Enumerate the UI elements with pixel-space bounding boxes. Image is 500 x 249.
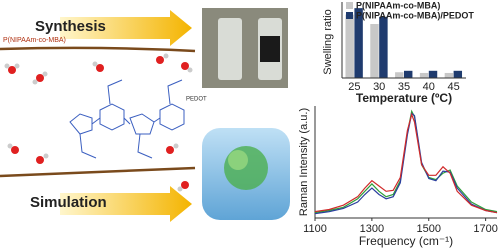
bar — [419, 72, 429, 78]
y-axis-label: Swelling ratio — [322, 9, 334, 74]
simulated-molecule — [224, 146, 268, 190]
arrow — [60, 186, 192, 222]
polymer-chain — [0, 46, 196, 53]
bar — [379, 16, 388, 78]
spectrum-line — [314, 112, 498, 214]
bar — [354, 8, 363, 78]
vial — [218, 18, 242, 80]
bar — [370, 24, 379, 78]
bar — [345, 14, 354, 79]
y-axis-label: Raman Intensity (a.u.) — [298, 108, 310, 216]
x-tick-label: 45 — [447, 81, 459, 93]
arrow — [60, 10, 192, 46]
spectrum-line — [314, 109, 498, 214]
legend-entry: P(NIPAAm-co-MBA)/PEDOT — [356, 10, 474, 20]
bar — [428, 70, 438, 78]
x-tick-label: 30 — [373, 81, 385, 93]
bar — [395, 72, 404, 78]
bar — [444, 72, 454, 78]
spectrum-line — [314, 112, 498, 215]
pedot-gel — [260, 36, 280, 62]
x-axis-label: Frequency (cm⁻¹) — [359, 234, 453, 248]
x-tick-label: 40 — [423, 81, 435, 93]
x-tick-label: 25 — [348, 81, 360, 93]
x-tick-label: 35 — [398, 81, 410, 93]
x-axis-label: Temperature (ºC) — [356, 91, 452, 105]
bar — [453, 70, 463, 78]
x-tick-label: 1100 — [303, 223, 327, 235]
x-tick-label: 1700 — [473, 223, 497, 235]
x-tick-label: 1500 — [417, 223, 441, 235]
simulated-molecule — [228, 150, 248, 170]
legend-swatch — [346, 2, 353, 9]
bar — [404, 70, 413, 78]
pedot-label: PEDOT — [186, 97, 207, 103]
water-molecules — [4, 53, 193, 192]
polymer-label: P(NIPAAm-co-MBA) — [3, 37, 66, 44]
legend-swatch — [346, 12, 353, 19]
pedot-molecule — [69, 79, 185, 159]
polymer-chain — [0, 166, 196, 178]
legend-entry: P(NIPAAm-co-MBA) — [356, 0, 440, 10]
x-tick-label: 1300 — [360, 223, 384, 235]
simulation-label: Simulation — [30, 194, 107, 211]
synthesis-label: Synthesis — [35, 18, 106, 35]
